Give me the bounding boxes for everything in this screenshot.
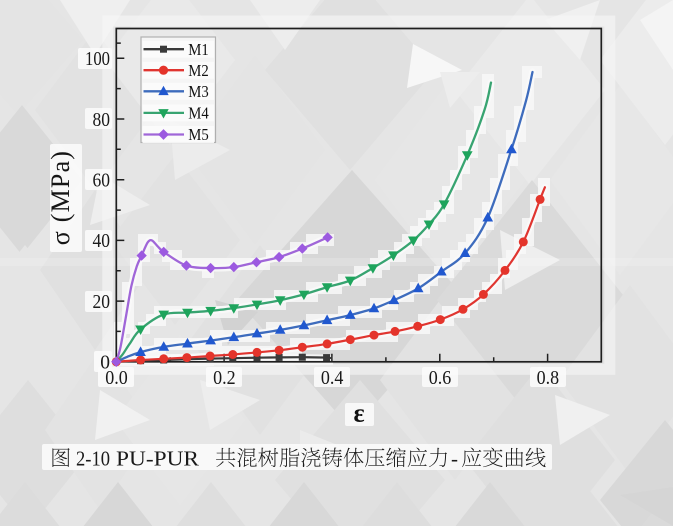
svg-text:0: 0 (100, 353, 110, 374)
svg-text:0.8: 0.8 (537, 368, 560, 389)
svg-text:M1: M1 (188, 40, 209, 59)
svg-text:0.4: 0.4 (321, 368, 344, 389)
svg-text:PU-PUR: PU-PUR (116, 447, 199, 471)
svg-text:-: - (451, 447, 458, 471)
svg-text:0.0: 0.0 (105, 368, 128, 389)
svg-text:2-10: 2-10 (76, 447, 110, 471)
svg-text:20: 20 (93, 292, 111, 313)
svg-text:M5: M5 (188, 125, 209, 144)
svg-text:0.2: 0.2 (213, 368, 236, 389)
svg-text:ε: ε (353, 399, 364, 428)
svg-text:80: 80 (93, 110, 111, 131)
svg-text:40: 40 (93, 231, 111, 252)
svg-text:M3: M3 (188, 82, 209, 101)
svg-text:0.6: 0.6 (429, 368, 452, 389)
svg-text:M2: M2 (188, 61, 209, 80)
svg-text:60: 60 (93, 171, 111, 192)
svg-text:M4: M4 (188, 104, 209, 123)
svg-text:100: 100 (85, 49, 110, 70)
svg-text:σ (MPa): σ (MPa) (46, 150, 75, 245)
